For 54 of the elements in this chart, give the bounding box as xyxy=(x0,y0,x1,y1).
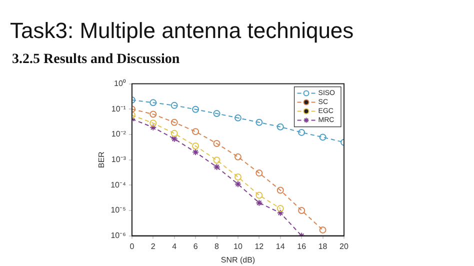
point xyxy=(298,206,306,214)
x-tick-label: 6 xyxy=(193,242,198,251)
point xyxy=(276,123,284,130)
point xyxy=(170,102,178,109)
point xyxy=(170,118,178,126)
x-tick-label: 20 xyxy=(340,242,349,251)
x-tick-label: 0 xyxy=(130,242,135,251)
x-axis-title: SNR (dB) xyxy=(220,255,256,264)
chart-title: Task3: Multiple antenna techniques xyxy=(10,18,354,44)
point xyxy=(192,148,200,156)
point xyxy=(276,204,284,212)
point xyxy=(256,199,263,206)
point xyxy=(319,134,326,141)
point xyxy=(213,156,220,164)
y-tick-label: 10⁻⁶ xyxy=(110,231,126,240)
point xyxy=(150,120,157,127)
point xyxy=(256,192,263,199)
point xyxy=(234,153,242,160)
point xyxy=(192,142,200,150)
y-tick-label: 10⁻⁴ xyxy=(110,180,126,190)
y-tick-label: 10⁰ xyxy=(114,79,126,88)
x-tick-label: 12 xyxy=(254,242,264,251)
point xyxy=(234,114,242,122)
point xyxy=(319,226,326,234)
y-tick-label: 10⁻³ xyxy=(111,155,126,164)
y-tick-label: 10⁻² xyxy=(111,130,126,139)
chart-subtitle: 3.2.5 Results and Discussion xyxy=(12,52,180,68)
point xyxy=(234,173,242,180)
point xyxy=(150,99,157,106)
x-tick-label: 14 xyxy=(276,242,286,251)
point xyxy=(298,128,306,136)
point xyxy=(170,135,178,142)
x-tick-label: 18 xyxy=(318,242,328,251)
point xyxy=(256,118,263,126)
y-tick-label: 10⁻¹ xyxy=(111,104,126,114)
x-tick-label: 2 xyxy=(150,242,156,251)
point xyxy=(276,186,284,194)
x-tick-label: 8 xyxy=(214,242,220,251)
point xyxy=(150,110,157,118)
point xyxy=(213,110,220,118)
y-axis-title: BER xyxy=(97,151,106,168)
x-tick-label: 4 xyxy=(172,242,178,251)
point xyxy=(150,124,157,131)
y-tick-label: 10⁻⁵ xyxy=(110,206,126,215)
point xyxy=(170,130,178,137)
x-tick-label: 16 xyxy=(297,242,307,251)
point xyxy=(276,209,284,216)
point xyxy=(213,163,220,170)
x-tick-label: 10 xyxy=(234,242,243,251)
point xyxy=(234,180,242,188)
point xyxy=(192,106,200,113)
point xyxy=(256,170,263,177)
point xyxy=(192,128,200,136)
point xyxy=(213,140,220,147)
